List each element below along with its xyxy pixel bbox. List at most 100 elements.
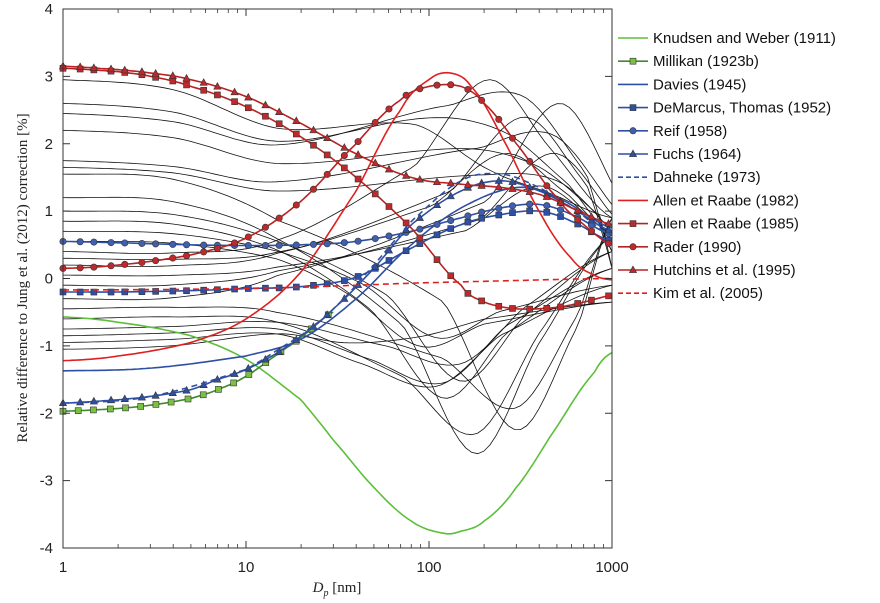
background-curve xyxy=(62,102,613,236)
series-marker xyxy=(215,386,222,393)
series-marker xyxy=(106,395,116,404)
legend-label: Allen et Raabe (1985) xyxy=(653,216,799,233)
background-curve xyxy=(62,116,613,267)
y-tick-label: -3 xyxy=(40,473,53,490)
series-marker xyxy=(543,182,551,190)
y-axis-title: Relative difference to Jung et al. (2012… xyxy=(15,113,31,442)
series-marker xyxy=(371,118,379,126)
series-marker xyxy=(231,239,239,247)
series-marker xyxy=(199,391,207,399)
legend-label: Allen et Raabe (1982) xyxy=(653,192,799,209)
legend-label: Knudsen and Weber (1911) xyxy=(653,30,836,47)
series-marker xyxy=(402,247,410,255)
series-marker xyxy=(340,152,348,160)
series-marker xyxy=(525,187,534,195)
x-axis-title-unit: [nm] xyxy=(328,580,361,596)
series-marker xyxy=(244,104,252,112)
y-tick-label: 1 xyxy=(45,203,53,220)
legend-entry: Reif (1958) xyxy=(618,123,727,140)
series-marker xyxy=(121,260,129,268)
background-curve xyxy=(63,103,613,301)
legend-entry: Fuchs (1964) xyxy=(618,146,741,163)
series-marker xyxy=(244,92,253,101)
series-marker xyxy=(371,235,379,243)
series-marker xyxy=(433,220,441,228)
legend-entry: DeMarcus, Thomas (1952) xyxy=(618,100,831,117)
series-marker xyxy=(432,200,442,209)
series-marker xyxy=(402,219,410,227)
series-marker xyxy=(629,243,637,251)
series-marker xyxy=(230,379,237,387)
series-marker xyxy=(494,182,503,191)
series-marker xyxy=(309,185,317,193)
series-marker xyxy=(629,104,637,111)
background-curve xyxy=(62,230,613,339)
series-marker xyxy=(478,214,485,222)
series-marker xyxy=(402,91,410,99)
x-axis-title: Dp [nm] xyxy=(312,580,362,599)
series-marker xyxy=(74,407,82,414)
series-marker xyxy=(573,205,582,214)
y-tick-label: -1 xyxy=(40,338,53,355)
legend-entry: Hutchins et al. (1995) xyxy=(618,262,796,279)
series-marker xyxy=(231,98,238,105)
series-marker xyxy=(340,239,348,247)
series-2 xyxy=(63,186,613,372)
background-curve xyxy=(62,241,613,348)
series-marker xyxy=(509,305,516,312)
series-3 xyxy=(59,207,613,296)
series-marker xyxy=(200,286,207,294)
series-marker xyxy=(574,216,582,224)
series-marker xyxy=(275,214,283,222)
series-marker xyxy=(310,282,317,289)
legend-label: Davies (1945) xyxy=(653,76,746,93)
series-marker xyxy=(574,300,581,307)
series-marker xyxy=(587,227,595,235)
series-marker xyxy=(604,219,613,227)
series-marker xyxy=(292,241,300,249)
series-marker xyxy=(340,143,349,151)
series-marker xyxy=(293,130,300,138)
series-marker xyxy=(200,86,207,94)
series-marker xyxy=(245,371,253,378)
background-curve xyxy=(63,185,613,277)
series-marker xyxy=(341,277,348,284)
series-line xyxy=(62,71,613,362)
series-marker xyxy=(309,240,317,248)
series-marker xyxy=(416,85,424,93)
series-marker xyxy=(183,287,190,295)
series-marker xyxy=(385,257,393,264)
series-line xyxy=(63,311,334,412)
series-marker xyxy=(199,78,208,86)
series-marker xyxy=(508,184,517,192)
series-marker xyxy=(200,241,208,249)
series-marker xyxy=(121,239,129,247)
series-marker xyxy=(384,164,394,173)
series-marker xyxy=(478,297,485,305)
background-curve xyxy=(62,284,613,388)
x-tick-label: 1 xyxy=(59,559,67,576)
series-marker xyxy=(557,213,564,220)
series-marker xyxy=(526,305,533,313)
series-marker xyxy=(543,304,551,312)
series-marker xyxy=(354,138,362,146)
series-marker xyxy=(629,220,637,227)
series-marker xyxy=(557,206,565,214)
series-marker xyxy=(107,262,115,270)
y-tick-label: 2 xyxy=(45,136,53,153)
series-marker xyxy=(169,240,177,248)
series-marker xyxy=(433,256,441,263)
legend-entry: Allen et Raabe (1982) xyxy=(618,192,799,209)
series-marker xyxy=(138,288,146,295)
series-marker xyxy=(152,240,160,248)
series-marker xyxy=(275,107,284,115)
background-curve xyxy=(62,196,613,455)
series-marker xyxy=(138,258,146,266)
series-marker xyxy=(275,347,284,355)
series-marker xyxy=(354,237,362,245)
background-curve xyxy=(63,234,613,436)
series-marker xyxy=(122,404,129,412)
series-marker xyxy=(137,67,147,75)
legend-entry: Kim et al. (2005) xyxy=(618,285,763,302)
